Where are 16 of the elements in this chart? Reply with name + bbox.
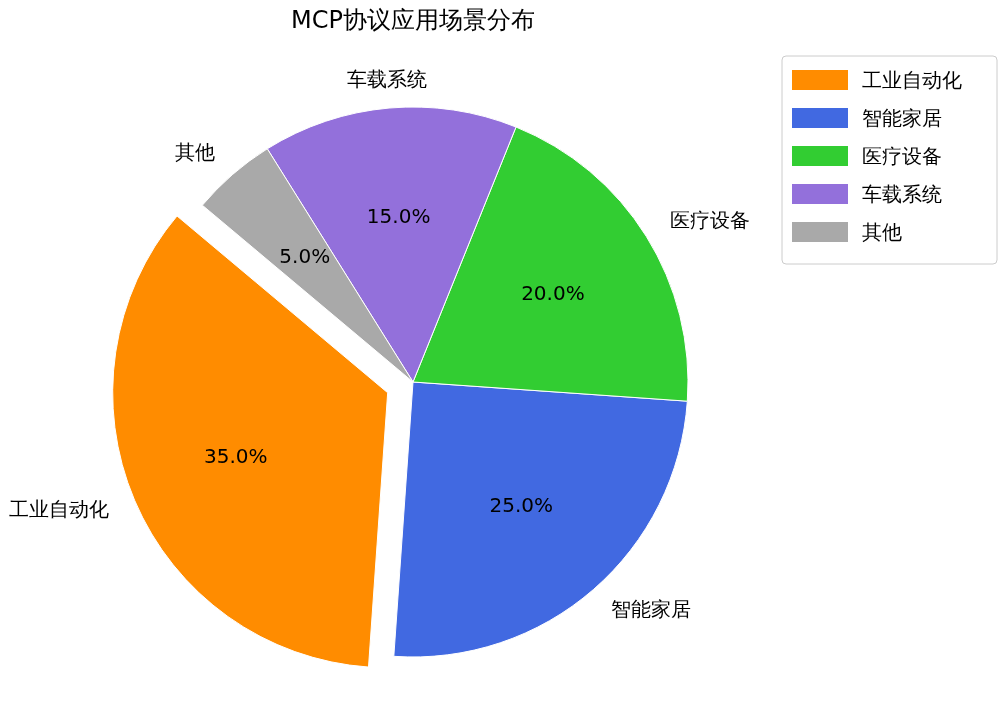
slice-label: 其他 bbox=[174, 140, 215, 165]
data-label: 5.0% bbox=[279, 243, 331, 268]
legend-label: 医疗设备 bbox=[862, 143, 942, 168]
data-label: 35.0% bbox=[204, 443, 268, 468]
slice-label: 工业自动化 bbox=[9, 497, 110, 522]
data-label: 15.0% bbox=[366, 204, 431, 229]
legend-label: 其他 bbox=[862, 219, 902, 244]
legend-label: 车载系统 bbox=[862, 181, 942, 206]
data-label: 25.0% bbox=[489, 493, 554, 518]
data-label: 20.0% bbox=[521, 281, 585, 306]
legend-label: 智能家居 bbox=[862, 105, 942, 130]
legend-label: 工业自动化 bbox=[862, 67, 962, 92]
slice-label: 智能家居 bbox=[611, 596, 692, 621]
chart-title: MCP协议应用场景分布 bbox=[291, 6, 535, 34]
slice-label: 车载系统 bbox=[346, 67, 427, 92]
slice-label: 医疗设备 bbox=[669, 208, 750, 233]
